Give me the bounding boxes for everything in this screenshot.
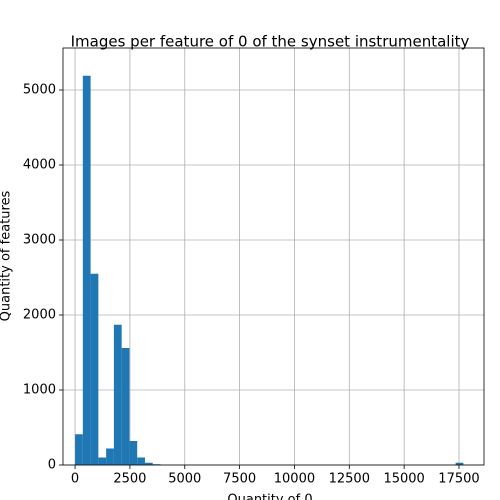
- y-tick-label: 3000: [23, 233, 56, 248]
- x-tick-label: 15000: [383, 472, 424, 487]
- x-axis-label: Quantity of 0: [227, 493, 312, 500]
- y-axis-label: Quantity of features: [0, 190, 14, 321]
- y-tick-label: 5000: [23, 83, 56, 98]
- y-tick-label: 1000: [23, 383, 56, 398]
- bar: [113, 324, 122, 465]
- chart-title: Images per feature of 0 of the synset in…: [71, 33, 470, 51]
- x-tick-label: 5000: [168, 472, 201, 487]
- x-tick-label: 7500: [223, 472, 256, 487]
- x-tick-label: 10000: [274, 472, 315, 487]
- bar: [98, 457, 107, 465]
- bar: [121, 348, 130, 465]
- bar: [75, 434, 83, 465]
- bar: [82, 75, 91, 465]
- x-tick-label: 12500: [329, 472, 370, 487]
- y-tick-label: 4000: [23, 158, 56, 173]
- x-tick-label: 2500: [113, 472, 146, 487]
- x-tick-label: 0: [71, 472, 79, 487]
- y-tick-label: 2000: [23, 308, 56, 323]
- bar: [90, 273, 99, 465]
- bar: [106, 448, 114, 465]
- x-tick-label: 17500: [438, 472, 479, 487]
- bar: [137, 457, 145, 465]
- plot-frame: [62, 47, 485, 466]
- y-tick-label: 0: [48, 458, 56, 473]
- bar: [129, 441, 138, 465]
- bar: [455, 462, 464, 465]
- bar: [144, 462, 153, 465]
